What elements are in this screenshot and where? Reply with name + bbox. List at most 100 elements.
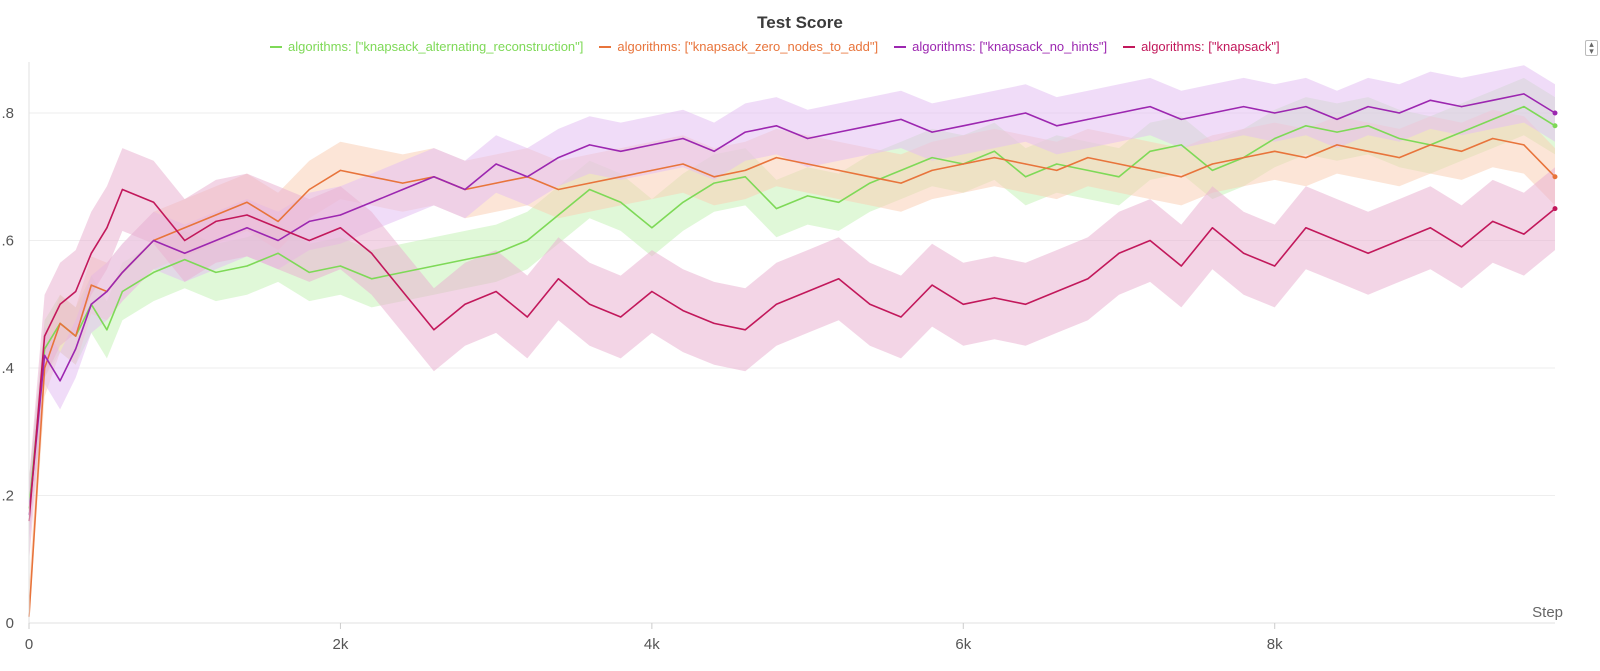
data-point xyxy=(1024,112,1027,114)
legend-swatch xyxy=(1123,45,1136,48)
data-point xyxy=(433,265,435,267)
data-point xyxy=(1087,278,1089,280)
data-point xyxy=(1274,137,1276,140)
data-point xyxy=(59,380,61,382)
data-point xyxy=(806,163,809,165)
data-point xyxy=(744,169,746,171)
data-point xyxy=(1552,110,1558,116)
data-point xyxy=(1056,163,1058,165)
data-point xyxy=(1180,118,1182,120)
data-point xyxy=(557,278,560,280)
legend-label: algorithms: ["knapsack_no_hints"] xyxy=(912,39,1108,54)
data-point xyxy=(215,214,217,216)
data-point xyxy=(713,150,715,152)
series-band xyxy=(29,65,1555,544)
data-point xyxy=(75,290,77,293)
data-point xyxy=(495,252,497,254)
data-point xyxy=(806,195,809,197)
data-point xyxy=(1118,252,1120,254)
data-point xyxy=(43,367,46,369)
data-point xyxy=(90,284,92,286)
data-point xyxy=(1336,144,1338,146)
data-point xyxy=(1305,106,1307,108)
data-point xyxy=(1149,239,1151,242)
data-point xyxy=(1552,123,1558,129)
x-tick-label: 6k xyxy=(955,636,971,653)
data-point xyxy=(713,176,715,178)
data-point xyxy=(1118,112,1120,114)
data-point xyxy=(75,348,77,350)
legend-item[interactable]: algorithms: ["knapsack_no_hints"] xyxy=(894,39,1107,54)
data-point xyxy=(557,157,560,159)
data-point xyxy=(651,227,653,229)
sort-arrows-icon[interactable]: ▴ ▾ xyxy=(1585,40,1598,56)
data-point xyxy=(1242,157,1245,159)
data-point xyxy=(1274,150,1276,152)
data-point xyxy=(1180,144,1182,146)
data-point xyxy=(682,310,684,312)
data-point xyxy=(152,201,155,203)
data-point xyxy=(1429,99,1432,101)
data-point xyxy=(121,290,124,293)
data-point xyxy=(43,335,46,337)
data-point xyxy=(651,144,653,146)
data-point xyxy=(43,354,46,356)
data-point xyxy=(1118,176,1120,178)
data-point xyxy=(464,259,466,261)
data-point xyxy=(1460,106,1463,108)
data-point xyxy=(962,163,964,165)
data-point xyxy=(526,176,528,178)
data-point xyxy=(869,176,871,178)
data-point xyxy=(620,316,622,318)
data-point xyxy=(152,271,155,273)
data-point xyxy=(1460,246,1463,248)
data-point xyxy=(1492,137,1494,140)
data-point xyxy=(121,188,124,191)
chart-title: Test Score xyxy=(757,13,843,32)
data-point xyxy=(308,239,310,242)
data-point xyxy=(1180,265,1182,267)
data-point xyxy=(869,303,871,305)
data-point xyxy=(1305,157,1307,159)
data-point xyxy=(775,208,778,210)
data-point xyxy=(1398,157,1400,159)
data-point xyxy=(1552,206,1558,212)
data-point xyxy=(308,188,310,191)
data-point xyxy=(59,303,61,305)
data-point xyxy=(1492,220,1494,222)
data-point xyxy=(993,297,996,299)
data-point xyxy=(1056,125,1058,127)
series-lines xyxy=(28,93,1558,618)
data-point xyxy=(900,118,902,120)
data-point xyxy=(588,144,591,146)
axes: 0 .2 .4 .6 .8 0 2k 4k 6k 8k xyxy=(1,62,1555,653)
data-point xyxy=(620,176,622,178)
data-point xyxy=(277,227,279,229)
x-tick-label: 4k xyxy=(644,636,660,653)
data-point xyxy=(246,214,248,216)
data-point xyxy=(1523,93,1525,95)
data-point xyxy=(339,227,342,229)
legend-item[interactable]: algorithms: ["knapsack_alternating_recon… xyxy=(270,39,583,54)
data-point xyxy=(588,182,591,184)
data-point xyxy=(106,329,108,331)
data-point xyxy=(215,239,217,242)
data-point xyxy=(1523,233,1525,235)
data-point xyxy=(402,290,404,293)
data-point xyxy=(557,214,560,216)
data-point xyxy=(1336,118,1338,120)
data-point xyxy=(526,316,528,318)
data-point xyxy=(557,188,560,191)
legend-label: algorithms: ["knapsack_zero_nodes_to_add… xyxy=(617,39,879,54)
legend-item[interactable]: algorithms: ["knapsack"] xyxy=(1123,39,1280,54)
legend-item[interactable]: algorithms: ["knapsack_zero_nodes_to_add… xyxy=(599,39,878,54)
data-point xyxy=(1211,112,1214,114)
data-point xyxy=(277,239,279,242)
data-point xyxy=(1552,174,1558,180)
data-point xyxy=(931,157,933,159)
legend-swatch xyxy=(599,45,612,48)
data-point xyxy=(90,303,92,305)
data-point xyxy=(308,220,310,222)
data-point xyxy=(1460,131,1463,133)
data-point xyxy=(1367,106,1369,108)
